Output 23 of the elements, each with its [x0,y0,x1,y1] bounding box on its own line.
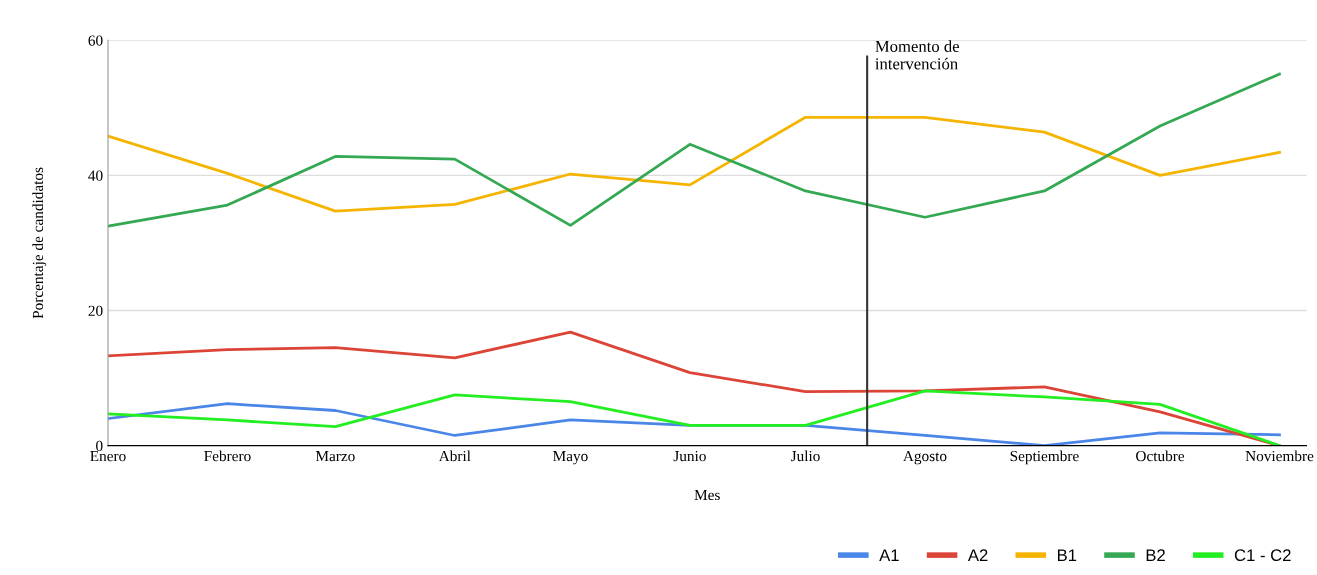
ref-line-label: Momento de intervención [875,40,959,70]
x-tick-label: Abril [438,450,471,462]
legend-label: B2 [1146,549,1165,561]
x-tick-label: Noviembre [1245,450,1314,462]
x-tick-label: Enero [90,451,126,462]
x-tick-label: Mayo [553,451,588,465]
legend-label: B1 [1057,549,1077,561]
x-tick-label: Febrero [204,450,251,462]
x-tick-label: Julio [790,450,820,462]
legend-label: A1 [879,549,899,561]
x-tick-label: Agosto [903,450,947,465]
y-tick-label: 60 [88,35,103,46]
y-axis-title: Porcentaje de candidatos [32,167,47,319]
x-tick-label: Marzo [315,451,355,462]
y-tick-label: 20 [88,305,103,316]
x-axis-title: Mes [694,489,720,501]
legend-label: C1 - C2 [1234,549,1291,562]
y-tick-label: 0 [96,440,103,452]
x-tick-label: Septiembre [1010,450,1079,465]
y-tick-label: 40 [88,170,103,181]
legend-label: A2 [967,549,988,561]
x-tick-label: Junio [673,450,706,462]
x-tick-label: Octubre [1136,450,1185,462]
